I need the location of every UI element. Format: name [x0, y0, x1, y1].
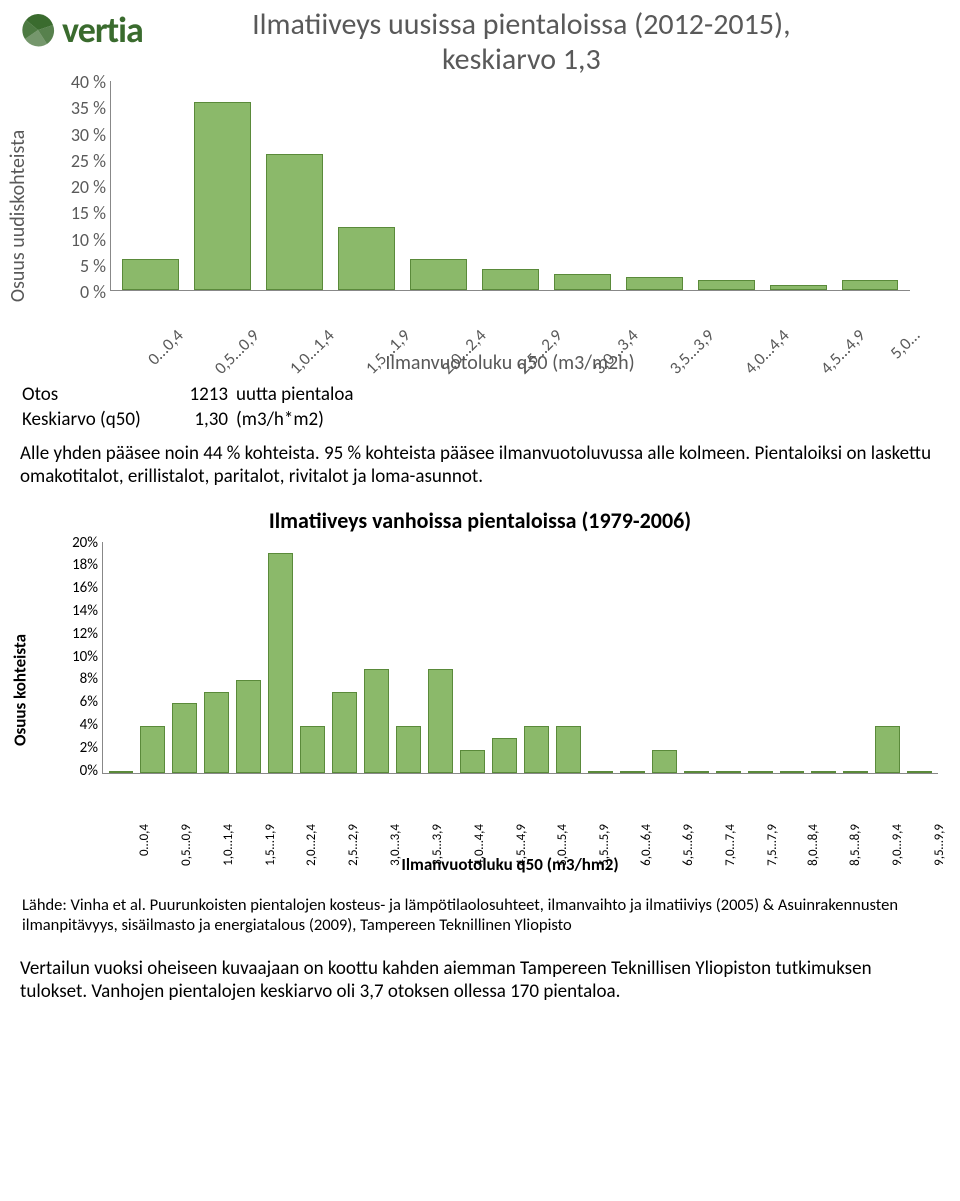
chart2-bar	[556, 726, 581, 772]
chart1-y-tick: 25 %	[58, 150, 106, 172]
header-row: vertia Ilmatiiveys uusissa pientaloissa …	[20, 8, 940, 77]
chart2-bar	[524, 726, 549, 772]
chart1-y-tick: 5 %	[58, 255, 106, 277]
chart2-bar	[492, 738, 517, 773]
chart2-y-tick: 8%	[58, 670, 98, 688]
chart2-bar	[652, 750, 677, 773]
chart1-plot-area	[110, 81, 910, 291]
chart1-y-tick: 40 %	[58, 71, 106, 93]
chart2-bar	[236, 680, 261, 772]
chart1-x-tick: 2,0…2,4	[437, 325, 520, 408]
keskiarvo-label: Keskiarvo (q50)	[22, 408, 172, 431]
chart2-x-ticks: 0…0,40,5…0,91,0…1,41,5…1,92,0…2,42,5…2,9…	[102, 776, 938, 856]
chart2-x-tick: 9,5…9,9	[932, 824, 960, 866]
chart2-y-tick: 4%	[58, 716, 98, 734]
chart2-bar	[875, 726, 900, 772]
chart2-bar	[172, 703, 197, 772]
chart1-bar	[410, 259, 467, 290]
chart2-bar	[109, 771, 134, 773]
footer-paragraph: Vertailun vuoksi oheiseen kuvaajaan on k…	[20, 958, 940, 1004]
chart1-x-tick: 4,0…4,4	[740, 325, 823, 408]
chart1-bar	[122, 259, 179, 290]
chart1-y-axis-label: Osuus uudiskohteista	[6, 130, 30, 302]
chart2-y-tick: 10%	[58, 648, 98, 666]
chart2-y-tick: 14%	[58, 602, 98, 620]
chart1-title-line1: Ilmatiiveys uusissa pientaloissa (2012-2…	[252, 6, 791, 43]
chart1-bars	[111, 81, 910, 290]
chart1-bar	[482, 269, 539, 290]
otos-label: Otos	[22, 383, 172, 406]
chart2-bar	[684, 771, 709, 773]
table-row: Keskiarvo (q50) 1,30 (m3/h*m2)	[22, 408, 354, 431]
chart1-bar	[554, 274, 611, 290]
chart1-x-tick: 4,5…4,9	[816, 325, 899, 408]
chart2-bar	[811, 771, 836, 773]
chart2-bar	[620, 771, 645, 773]
chart1-x-ticks: 0…0,40,5…0,91,0…1,41,5…1,92,0…2,42,5…2,9…	[110, 295, 910, 357]
chart1-title-line2: keskiarvo 1,3	[442, 41, 601, 78]
chart2-y-axis-label: Osuus kohteista	[10, 634, 31, 746]
chart1-y-tick: 0 %	[58, 281, 106, 303]
keskiarvo-value: 1,30	[174, 408, 234, 431]
chart2-bar	[588, 771, 613, 773]
chart1-bar	[338, 227, 395, 290]
chart2-y-tick: 12%	[58, 625, 98, 643]
chart2-bar	[460, 750, 485, 773]
chart2-bar	[748, 771, 773, 773]
keskiarvo-unit: (m3/h*m2)	[236, 408, 354, 431]
chart1-y-tick: 10 %	[58, 229, 106, 251]
chart2-bar	[780, 771, 805, 773]
chart2-bar	[428, 669, 453, 773]
description-paragraph-1: Alle yhden pääsee noin 44 % kohteista. 9…	[20, 443, 940, 489]
chart2-bar	[396, 726, 421, 772]
chart1-x-tick: 3,5…3,9	[665, 325, 748, 408]
chart1-x-tick: 2,5…2,9	[513, 325, 596, 408]
chart1-section: vertia Ilmatiiveys uusissa pientaloissa …	[0, 0, 960, 375]
chart2-plot-area	[102, 542, 938, 774]
chart2-title: Ilmatiiveys vanhoissa pientaloissa (1979…	[0, 507, 960, 534]
chart2-y-tick: 6%	[58, 693, 98, 711]
chart1-bar	[770, 285, 827, 290]
chart1-y-tick: 20 %	[58, 176, 106, 198]
chart1-x-tick: 3,0…3,4	[589, 325, 672, 408]
chart1-title: Ilmatiiveys uusissa pientaloissa (2012-2…	[143, 8, 940, 77]
chart1-bar	[842, 280, 899, 290]
chart2-bar	[332, 692, 357, 773]
vertia-logo: vertia	[20, 8, 143, 52]
chart2-y-tick: 20%	[58, 534, 98, 552]
chart1-y-tick: 15 %	[58, 202, 106, 224]
chart2-bar	[204, 692, 229, 773]
chart2-y-tick: 0%	[58, 762, 98, 780]
chart1-bar	[698, 280, 755, 290]
chart2-bars	[103, 542, 938, 773]
chart1-bar	[626, 277, 683, 290]
chart1-x-tick: 5,0…	[886, 325, 953, 392]
chart2-y-ticks: 20% 18% 16% 14% 12% 10% 8% 6% 4% 2% 0%	[58, 534, 98, 780]
chart2-y-tick: 16%	[58, 579, 98, 597]
chart2-bar	[268, 553, 293, 772]
source-citation: Lähde: Vinha et al. Puurunkoisten pienta…	[22, 895, 938, 936]
chart1: Osuus uudiskohteista 40 %35 %30 %25 %20 …	[20, 81, 940, 351]
chart1-y-ticks: 40 % 35 % 30 % 25 % 20 % 15 % 10 % 5 % 0 %	[58, 71, 106, 303]
chart2-bar	[300, 726, 325, 772]
chart1-bar	[266, 154, 323, 290]
chart1-y-tick: 35 %	[58, 97, 106, 119]
chart2-y-tick: 18%	[58, 556, 98, 574]
chart1-bar	[194, 102, 251, 290]
chart2-bar	[907, 771, 932, 773]
chart2-bar	[843, 771, 868, 773]
chart2-bar	[716, 771, 741, 773]
vertia-logo-icon	[20, 12, 56, 48]
chart1-y-tick: 30 %	[58, 124, 106, 146]
chart2-y-tick: 2%	[58, 739, 98, 757]
chart2: Osuus kohteista 20%18%16%14%12%10%8%6%4%…	[14, 542, 946, 852]
vertia-logo-text: vertia	[62, 8, 143, 52]
chart1-x-tick: 1,5…1,9	[361, 325, 444, 408]
chart2-bar	[364, 669, 389, 773]
chart2-bar	[140, 726, 165, 772]
